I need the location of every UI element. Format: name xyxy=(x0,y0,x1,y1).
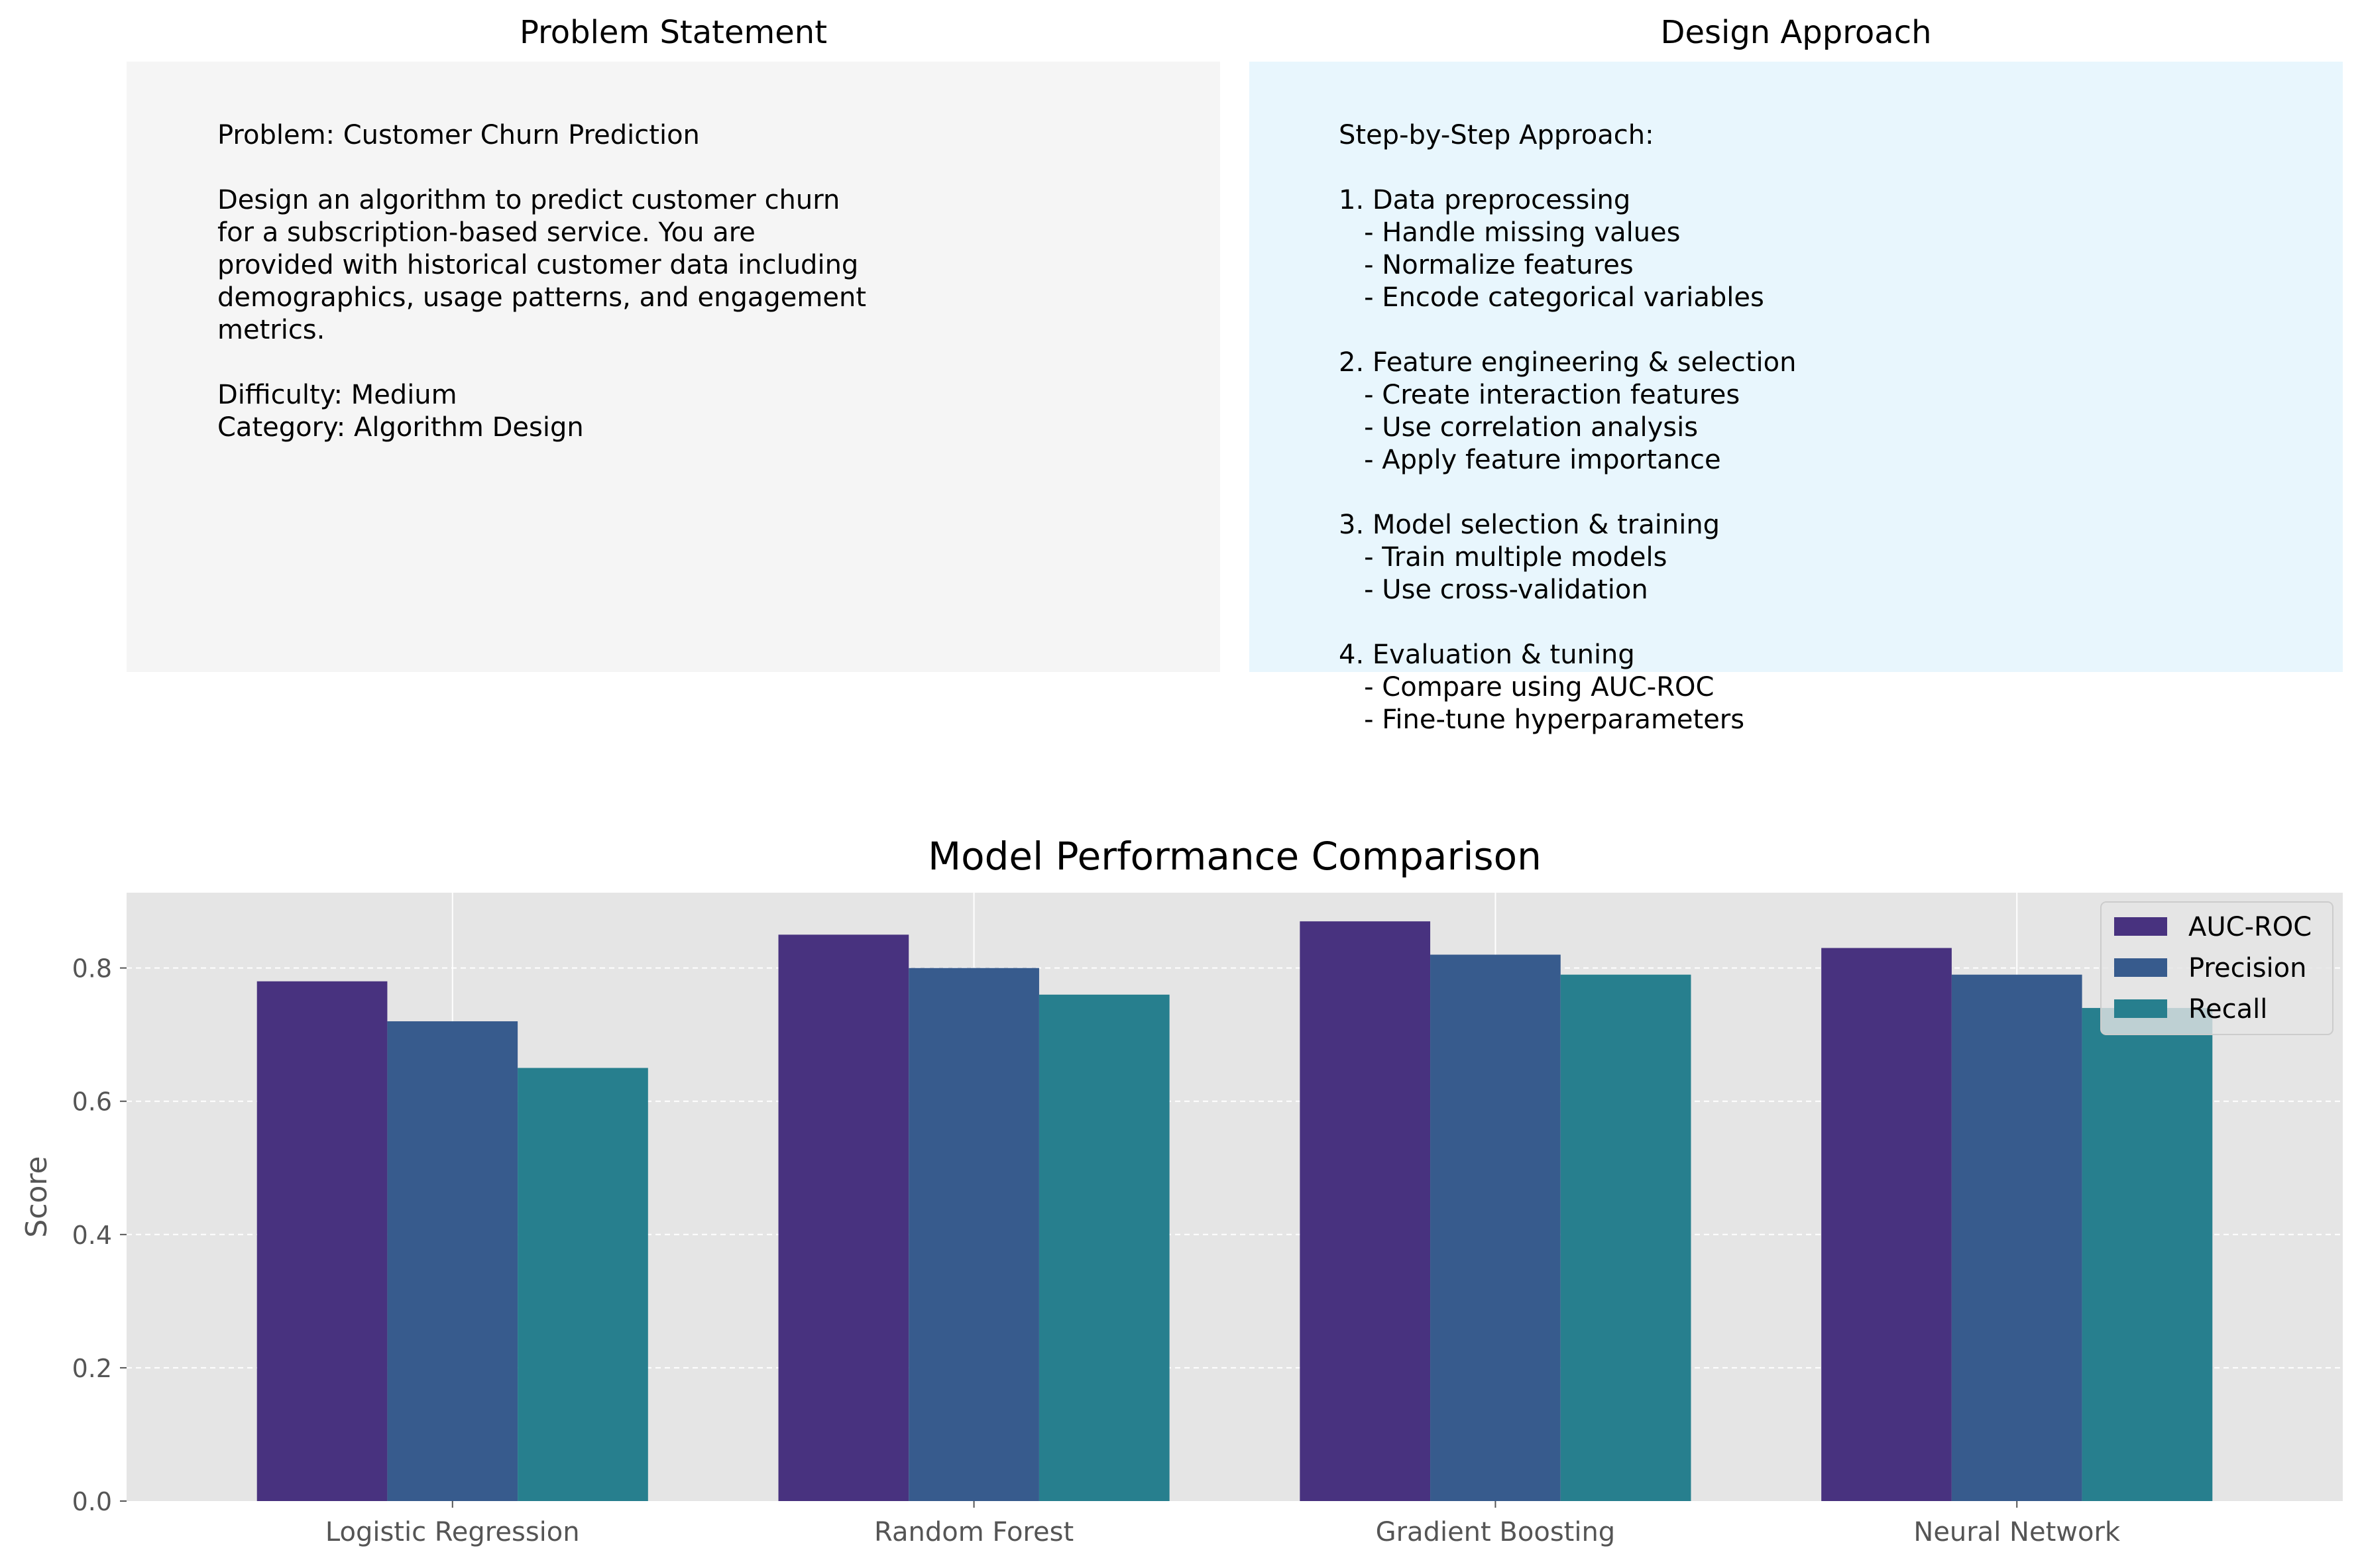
legend-label: Recall xyxy=(2188,994,2267,1025)
bar-precision-0 xyxy=(387,1021,518,1501)
bar-precision-1 xyxy=(909,968,1039,1501)
problem-panel-title: Problem Statement xyxy=(519,14,828,51)
problem-panel xyxy=(127,62,1220,672)
x-tick-label: Gradient Boosting xyxy=(1376,1517,1616,1547)
legend-swatch xyxy=(2114,958,2167,977)
y-tick-label: 0.0 xyxy=(72,1487,112,1516)
x-tick-label: Random Forest xyxy=(874,1517,1074,1547)
legend-swatch xyxy=(2114,999,2167,1018)
design-approach-text: Step-by-Step Approach: 1. Data preproces… xyxy=(1339,120,1797,735)
bar-recall-2 xyxy=(1560,974,1691,1501)
axis-ticks: 0.0 0.2 0.4 0.6 0.8 Logistic Regression Random… xyxy=(72,954,2121,1547)
y-axis-label: Score xyxy=(20,1156,54,1237)
problem-statement-text: Problem: Customer Churn Prediction Desig… xyxy=(217,120,867,443)
legend-label: Precision xyxy=(2188,953,2306,983)
approach-panel xyxy=(1249,62,2343,672)
x-tick-label: Logistic Regression xyxy=(325,1517,580,1547)
x-tick-label: Neural Network xyxy=(1913,1517,2121,1547)
bars xyxy=(256,921,2213,1501)
bar-auc-roc-3 xyxy=(1821,948,1952,1501)
chart-title: Model Performance Comparison xyxy=(928,834,1542,879)
approach-panel-title: Design Approach xyxy=(1660,14,1932,51)
bar-recall-0 xyxy=(518,1068,648,1501)
y-tick-label: 0.2 xyxy=(72,1354,112,1383)
legend-swatch xyxy=(2114,917,2167,936)
legend-label: AUC-ROC xyxy=(2188,912,2312,942)
bar-auc-roc-0 xyxy=(256,981,388,1501)
y-tick-label: 0.4 xyxy=(72,1221,112,1250)
bar-precision-2 xyxy=(1430,954,1561,1501)
bar-recall-3 xyxy=(2082,1007,2213,1501)
bar-auc-roc-1 xyxy=(778,934,909,1501)
y-tick-label: 0.8 xyxy=(72,954,112,983)
bar-auc-roc-2 xyxy=(1300,921,1431,1501)
y-tick-label: 0.6 xyxy=(72,1088,112,1117)
bar-precision-3 xyxy=(1951,974,2082,1501)
performance-bar-chart: 0.0 0.2 0.4 0.6 0.8 Logistic Regression Random… xyxy=(20,834,2343,1547)
legend: AUC-ROC Precision Recall xyxy=(2100,901,2334,1035)
bar-recall-1 xyxy=(1039,994,1170,1501)
